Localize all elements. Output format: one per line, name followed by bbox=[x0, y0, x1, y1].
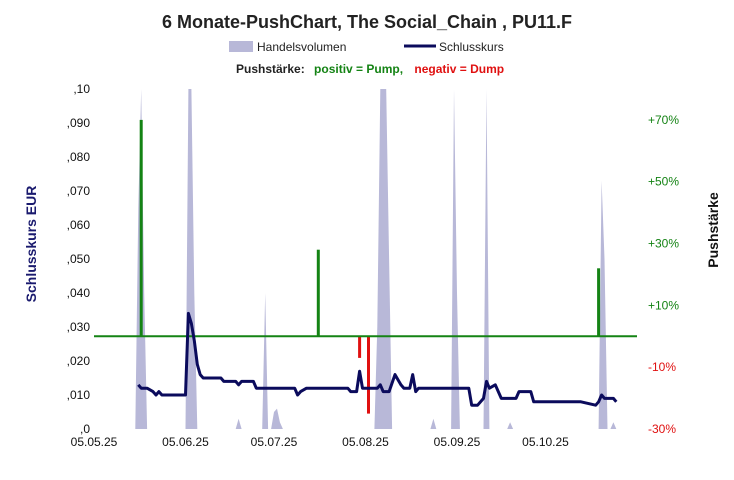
y-tick-labels: ,0 ,010 ,020 ,030 ,040 ,050 ,060 ,070 ,080 ,090 ,1… bbox=[67, 82, 91, 436]
y2-tick-label: +50% bbox=[648, 175, 679, 189]
push-bar-3 bbox=[367, 336, 370, 414]
legend: Handelsvolumen Schlusskurs bbox=[229, 40, 504, 54]
push-note-label: Pushstärke: bbox=[236, 62, 305, 76]
y-tick-label: ,020 bbox=[67, 354, 91, 368]
push-note: Pushstärke: positiv = Pump, negativ = Du… bbox=[236, 62, 504, 76]
x-tick-label: 05.05.25 bbox=[71, 435, 118, 449]
y-tick-label: ,010 bbox=[67, 388, 91, 402]
y-tick-label: ,090 bbox=[67, 116, 91, 130]
x-tick-label: 05.06.25 bbox=[162, 435, 209, 449]
legend-close-label: Schlusskurs bbox=[439, 40, 504, 54]
y2-tick-labels: -30% -10% +10% +30% +50% +70% bbox=[648, 113, 679, 436]
push-bar-0 bbox=[139, 119, 143, 337]
y2-tick-label: -10% bbox=[648, 360, 676, 374]
x-tick-label: 05.08.25 bbox=[342, 435, 389, 449]
y-axis-left-title: Schlusskurs EUR bbox=[23, 186, 39, 303]
x-tick-labels: 05.05.25 05.06.25 05.07.25 05.08.25 05.09.25… bbox=[71, 435, 570, 449]
chart-title: 6 Monate-PushChart, The Social_Chain , P… bbox=[162, 12, 572, 32]
y-tick-label: ,10 bbox=[73, 82, 90, 96]
push-bar-4 bbox=[597, 268, 601, 337]
y-tick-label: ,0 bbox=[80, 422, 90, 436]
legend-volume-label: Handelsvolumen bbox=[257, 40, 346, 54]
push-note-negative: negativ = Dump bbox=[414, 62, 504, 76]
y2-tick-label: +70% bbox=[648, 113, 679, 127]
x-tick-label: 05.09.25 bbox=[434, 435, 481, 449]
y-axis-right-title: Pushstärke bbox=[705, 192, 721, 268]
y-tick-label: ,060 bbox=[67, 218, 91, 232]
push-bar-layer bbox=[139, 119, 601, 414]
close-line-layer bbox=[137, 311, 618, 407]
y-tick-label: ,040 bbox=[67, 286, 91, 300]
close-price-line bbox=[137, 311, 618, 407]
push-bar-2 bbox=[358, 336, 362, 358]
y2-tick-label: -30% bbox=[648, 422, 676, 436]
y-tick-label: ,030 bbox=[67, 320, 91, 334]
y-tick-label: ,050 bbox=[67, 252, 91, 266]
x-tick-label: 05.07.25 bbox=[251, 435, 298, 449]
y2-tick-label: +30% bbox=[648, 237, 679, 251]
y2-tick-label: +10% bbox=[648, 298, 679, 312]
push-bar-1 bbox=[316, 249, 320, 337]
x-tick-label: 05.10.25 bbox=[522, 435, 569, 449]
y-tick-label: ,080 bbox=[67, 150, 91, 164]
y-tick-label: ,070 bbox=[67, 184, 91, 198]
push-note-positive: positiv = Pump, bbox=[314, 62, 403, 76]
legend-volume-swatch bbox=[229, 41, 253, 52]
